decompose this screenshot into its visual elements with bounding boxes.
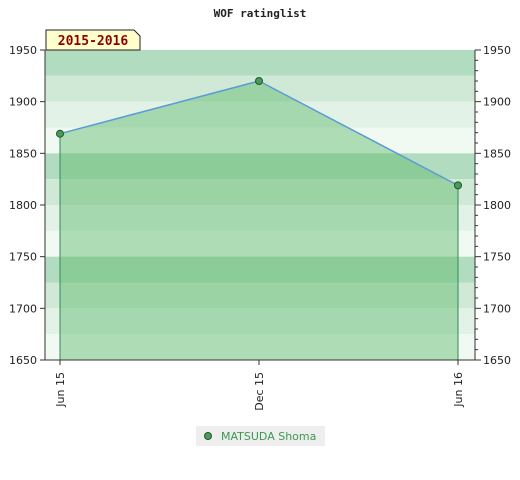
right-tick-label: 1750 xyxy=(483,251,511,264)
left-tick-label: 1850 xyxy=(9,147,37,160)
series-point xyxy=(454,181,462,190)
left-tick-label: 1750 xyxy=(9,251,37,264)
right-tick-label: 1700 xyxy=(483,302,511,315)
left-tick-label: 1900 xyxy=(9,96,37,109)
right-y-axis: 1650 1700 1750 1800 1850 1900 1950 xyxy=(474,44,511,367)
legend-marker-icon xyxy=(204,432,212,440)
background-band xyxy=(45,179,475,205)
x-axis: Jun 15 Dec 15 Jun 16 xyxy=(45,359,475,411)
season-label: 2015-2016 xyxy=(58,34,129,49)
background-band xyxy=(45,50,475,76)
background-band xyxy=(45,230,475,257)
legend-box xyxy=(196,426,325,446)
left-tick-label: 1700 xyxy=(9,302,37,315)
legend[interactable]: MATSUDA Shoma xyxy=(196,426,325,446)
x-tick-label: Jun 16 xyxy=(452,372,465,408)
background-band xyxy=(45,282,475,309)
right-tick-label: 1850 xyxy=(483,147,511,160)
left-tick-label: 1650 xyxy=(9,354,37,367)
right-tick-label: 1950 xyxy=(483,44,511,57)
x-tick-label: Jun 15 xyxy=(54,372,67,408)
season-badge: 2015-2016 xyxy=(45,29,141,51)
left-tick-label: 1950 xyxy=(9,44,37,57)
background-band xyxy=(45,127,475,154)
series-area xyxy=(60,81,458,360)
series-point xyxy=(255,77,263,85)
background-band xyxy=(45,101,475,128)
background-band xyxy=(45,153,475,180)
series-point xyxy=(56,129,64,138)
chart-title: WOF ratinglist xyxy=(214,7,307,20)
background-band xyxy=(45,205,475,231)
background-band xyxy=(45,256,475,283)
background-band xyxy=(45,334,475,360)
right-tick-label: 1650 xyxy=(483,354,511,367)
right-tick-label: 1900 xyxy=(483,96,511,109)
legend-series-name: MATSUDA Shoma xyxy=(221,430,316,443)
left-tick-label: 1800 xyxy=(9,199,37,212)
area-layer xyxy=(56,77,462,360)
season-badge-box xyxy=(45,29,141,51)
right-tick-label: 1800 xyxy=(483,199,511,212)
background-bands xyxy=(45,50,475,360)
x-tick-label: Dec 15 xyxy=(253,372,266,411)
left-y-axis: 1650 1700 1750 1800 1850 1900 1950 xyxy=(9,44,46,367)
background-band xyxy=(45,308,475,335)
